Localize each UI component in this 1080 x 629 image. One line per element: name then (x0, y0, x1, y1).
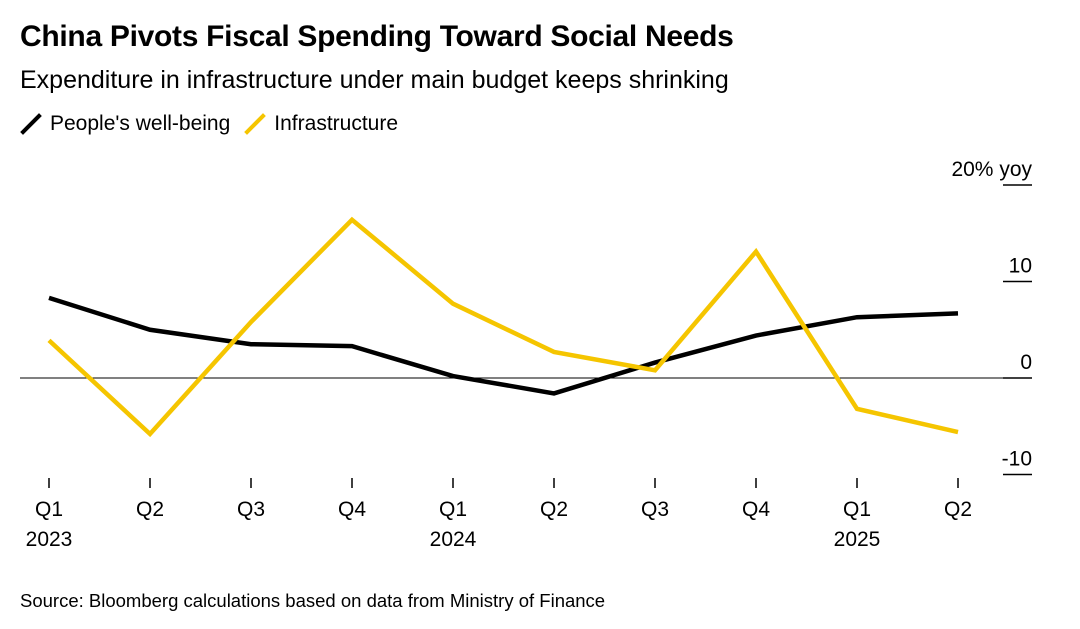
y-tick-label: 10 (1009, 255, 1032, 278)
series-line-wellbeing (48, 295, 959, 396)
x-tick-label: Q2 (944, 498, 972, 521)
legend-label-wellbeing: People's well-being (50, 112, 231, 135)
legend-line-wellbeing (20, 113, 42, 135)
legend-item-wellbeing: People's well-being (20, 112, 230, 136)
source-note: Source: Bloomberg calculations based on … (20, 590, 606, 611)
x-tick-label: Q2 (540, 498, 568, 521)
x-tick-label: Q3 (641, 498, 669, 521)
x-tick-label: Q1 (439, 498, 467, 521)
legend-label-infrastructure: Infrastructure (274, 112, 399, 135)
x-year-label: 2023 (26, 528, 73, 551)
legend: People's well-being Infrastructure (20, 110, 412, 138)
x-tick-label: Q2 (136, 498, 164, 521)
y-tick-label: -10 (1002, 448, 1032, 471)
legend-item-infrastructure: Infrastructure (244, 112, 398, 136)
y-tick-label: 0 (1020, 351, 1032, 374)
y-tick-label: 20% yoy (951, 158, 1032, 181)
chart-subtitle: Expenditure in infrastructure under main… (20, 66, 729, 94)
x-tick-label: Q1 (843, 498, 871, 521)
chart-title: China Pivots Fiscal Spending Toward Soci… (20, 20, 734, 53)
x-year-label: 2025 (834, 528, 881, 551)
x-tick-label: Q1 (35, 498, 63, 521)
x-year-label: 2024 (430, 528, 477, 551)
legend-swatch-wellbeing (20, 113, 42, 135)
x-tick-label: Q3 (237, 498, 265, 521)
series-line-infrastructure (47, 216, 959, 438)
x-tick-label: Q4 (338, 498, 366, 521)
legend-line-infrastructure (244, 113, 267, 135)
x-tick-label: Q4 (742, 498, 770, 521)
legend-swatch-infrastructure (244, 113, 267, 135)
